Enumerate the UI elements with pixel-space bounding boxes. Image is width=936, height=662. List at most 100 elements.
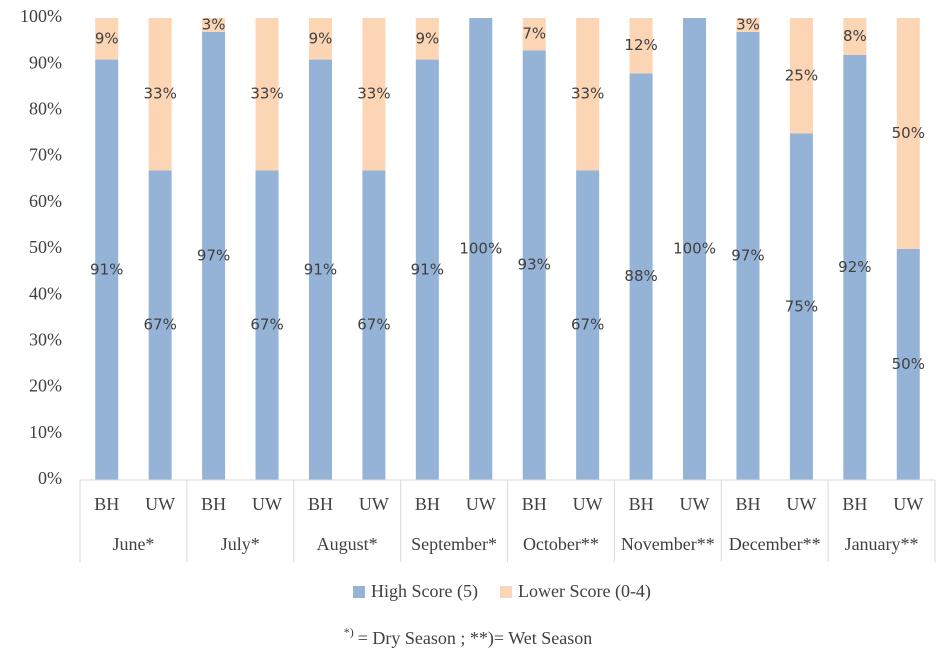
bar-segment xyxy=(415,59,439,481)
data-label: 67% xyxy=(143,316,176,334)
data-label: 9% xyxy=(95,29,119,47)
data-label: 67% xyxy=(250,316,283,334)
x-tick-label: UW xyxy=(786,494,816,514)
data-label: 93% xyxy=(518,256,551,274)
data-label: 97% xyxy=(731,246,764,264)
y-tick-label: 30% xyxy=(29,330,62,350)
data-label: 91% xyxy=(304,260,337,278)
y-tick-label: 80% xyxy=(29,99,62,119)
data-label: 100% xyxy=(459,240,502,258)
bar-segment xyxy=(629,18,653,74)
data-label: 91% xyxy=(411,260,444,278)
bar-segment xyxy=(736,31,760,481)
x-tick-label: BH xyxy=(201,494,226,514)
x-tick-label: BH xyxy=(842,494,867,514)
y-tick-label: 20% xyxy=(29,376,62,396)
x-tick-label: UW xyxy=(893,494,923,514)
bar-segment xyxy=(95,59,119,481)
data-label: 100% xyxy=(673,240,716,258)
data-label: 75% xyxy=(785,297,818,315)
bar-segment xyxy=(576,170,600,480)
y-tick-label: 0% xyxy=(38,468,62,488)
bar-segment xyxy=(843,54,867,481)
data-label: 3% xyxy=(202,15,226,33)
bar-segment xyxy=(789,133,813,480)
bar-segment xyxy=(629,73,653,480)
data-label: 92% xyxy=(838,258,871,276)
legend-swatch xyxy=(353,586,365,598)
data-label: 9% xyxy=(309,29,333,47)
footnote-text: = Dry Season ; **)= Wet Season xyxy=(358,628,593,649)
bar-segment xyxy=(95,18,119,60)
bar-segment xyxy=(202,18,226,32)
x-tick-label: BH xyxy=(735,494,760,514)
x-tick-label: UW xyxy=(466,494,496,514)
bar-segment xyxy=(202,31,226,481)
group-label: January** xyxy=(845,534,919,554)
data-label: 97% xyxy=(197,246,230,264)
data-label: 67% xyxy=(571,316,604,334)
bar-segment xyxy=(255,18,279,171)
x-tick-label: UW xyxy=(145,494,175,514)
bar-segment xyxy=(576,18,600,171)
bar-segment xyxy=(308,18,332,60)
y-tick-label: 50% xyxy=(29,237,62,257)
group-label: September* xyxy=(411,534,497,554)
bar-segment xyxy=(789,18,813,134)
bar-segment xyxy=(522,18,546,51)
x-tick-label: BH xyxy=(522,494,547,514)
bar-segment xyxy=(469,18,493,480)
data-label: 8% xyxy=(843,27,867,45)
footnote-superscript: *) xyxy=(344,625,354,639)
legend-label: High Score (5) xyxy=(371,581,478,602)
y-tick-label: 60% xyxy=(29,191,62,211)
data-label: 33% xyxy=(250,85,283,103)
data-label: 12% xyxy=(624,36,657,54)
x-tick-label: BH xyxy=(415,494,440,514)
group-label: November** xyxy=(621,534,715,554)
data-label: 25% xyxy=(785,66,818,84)
bar-segment xyxy=(415,18,439,60)
x-tick-label: BH xyxy=(94,494,119,514)
x-tick-label: BH xyxy=(629,494,654,514)
bar-segment xyxy=(255,170,279,480)
data-label: 7% xyxy=(522,25,546,43)
data-label: 33% xyxy=(143,85,176,103)
group-label: August* xyxy=(317,534,378,554)
data-label: 67% xyxy=(357,316,390,334)
y-tick-label: 90% xyxy=(29,52,62,72)
y-tick-label: 10% xyxy=(29,422,62,442)
data-label: 33% xyxy=(357,85,390,103)
data-label: 9% xyxy=(415,29,439,47)
bar-segment xyxy=(683,18,707,480)
data-label: 88% xyxy=(624,267,657,285)
bar-segment xyxy=(308,59,332,481)
bar-segment xyxy=(896,18,920,249)
data-label: 50% xyxy=(892,355,925,373)
data-label: 33% xyxy=(571,85,604,103)
bar-segment xyxy=(736,18,760,32)
group-label: July* xyxy=(221,534,260,554)
bar-segment xyxy=(522,50,546,481)
y-tick-label: 70% xyxy=(29,145,62,165)
bar-segment xyxy=(148,170,172,480)
footnote: *) = Dry Season ; **)= Wet Season xyxy=(344,625,593,649)
x-tick-label: BH xyxy=(308,494,333,514)
group-label: December** xyxy=(729,534,821,554)
x-tick-label: UW xyxy=(359,494,389,514)
group-label: June* xyxy=(112,534,154,554)
x-tick-label: UW xyxy=(680,494,710,514)
bar-segment xyxy=(896,249,920,480)
legend-swatch xyxy=(499,586,512,598)
bar-segment xyxy=(148,18,172,171)
y-tick-label: 100% xyxy=(20,6,62,26)
x-tick-label: UW xyxy=(573,494,603,514)
data-label: 91% xyxy=(90,260,123,278)
data-label: 50% xyxy=(892,124,925,142)
x-tick-label: UW xyxy=(252,494,282,514)
bar-segment xyxy=(843,18,867,55)
data-label: 3% xyxy=(736,15,760,33)
y-tick-label: 40% xyxy=(29,283,62,303)
legend-label: Lower Score (0-4) xyxy=(518,581,651,602)
